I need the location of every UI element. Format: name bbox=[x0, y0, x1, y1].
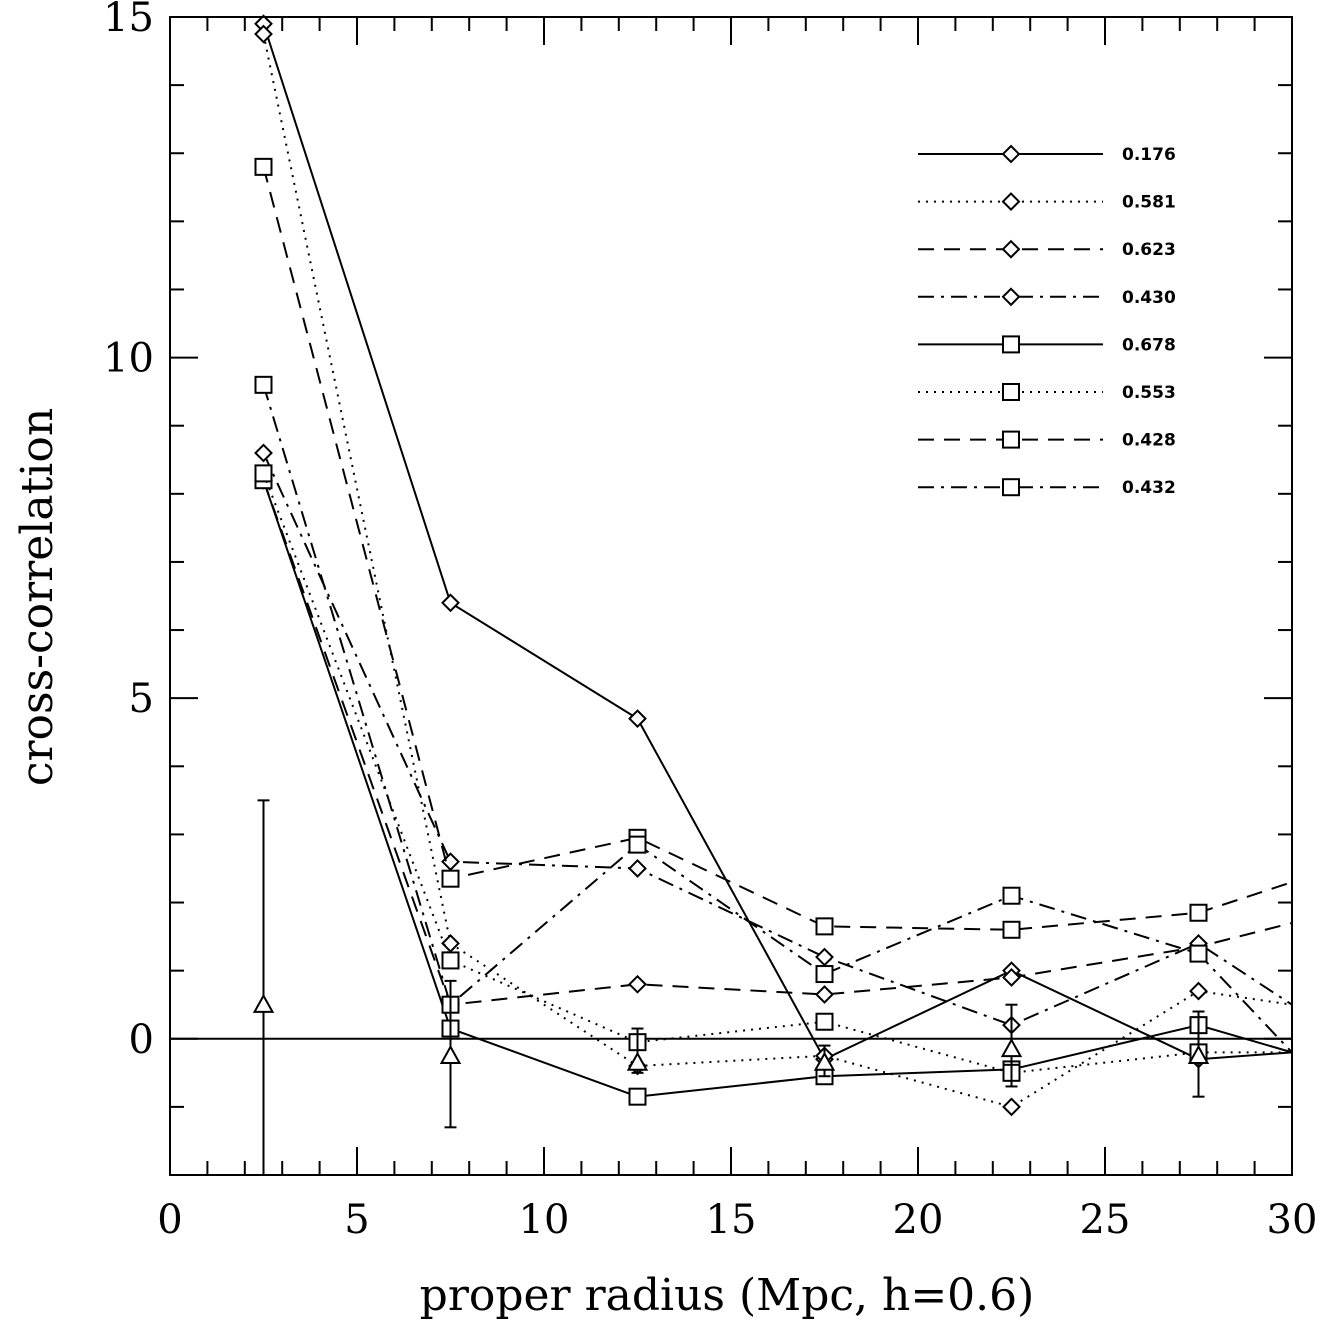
legend-entry: 0.623 bbox=[918, 239, 1176, 260]
data-point bbox=[254, 157, 273, 176]
mean-point bbox=[1000, 1037, 1023, 1058]
data-point bbox=[1002, 968, 1021, 987]
data-point bbox=[628, 859, 647, 878]
legend-marker bbox=[1001, 239, 1021, 259]
data-point bbox=[628, 1087, 647, 1106]
legend-label: 0.623 bbox=[1122, 240, 1176, 260]
data-point bbox=[1002, 886, 1021, 905]
data-point bbox=[815, 1012, 834, 1031]
x-tick-label: 25 bbox=[1080, 1197, 1131, 1243]
y-axis-label: cross-correlation bbox=[12, 408, 63, 786]
x-tick-label: 30 bbox=[1267, 1197, 1318, 1243]
data-point bbox=[628, 709, 647, 729]
series-line bbox=[262, 23, 1293, 1061]
series-0.581 bbox=[254, 24, 1293, 1117]
legend-label: 0.581 bbox=[1122, 193, 1176, 213]
data-point bbox=[1189, 981, 1208, 1001]
legend-entry: 0.428 bbox=[918, 430, 1176, 451]
legend-marker bbox=[1001, 192, 1021, 212]
legend-label: 0.432 bbox=[1122, 478, 1176, 498]
plot-frame bbox=[169, 16, 1293, 1176]
series-0.678 bbox=[254, 471, 1293, 1106]
x-tick-label: 15 bbox=[706, 1197, 757, 1243]
legend-entry: 0.553 bbox=[918, 383, 1176, 403]
x-tick-label: 5 bbox=[344, 1197, 369, 1243]
data-point bbox=[628, 974, 647, 994]
legend-marker bbox=[1001, 144, 1021, 164]
series-0.553 bbox=[254, 464, 1292, 1082]
series-0.176 bbox=[254, 14, 1293, 1069]
mean-point bbox=[439, 1044, 462, 1064]
x-tick-label: 0 bbox=[157, 1197, 182, 1243]
data-point bbox=[1189, 944, 1208, 963]
data-point bbox=[254, 443, 273, 463]
legend-marker bbox=[1002, 430, 1020, 449]
legend: 0.176 0.581 0.623 0.430 0.678 0.553 0.428 0.432 bbox=[918, 144, 1176, 498]
y-tick-label: 10 bbox=[103, 336, 154, 382]
x-tick-label: 10 bbox=[519, 1197, 570, 1243]
data-point bbox=[1002, 920, 1021, 939]
legend-label: 0.553 bbox=[1122, 383, 1176, 403]
y-tick-label: 15 bbox=[103, 0, 154, 41]
series-0.430 bbox=[254, 443, 1293, 1035]
data-point bbox=[254, 464, 273, 483]
legend-label: 0.176 bbox=[1122, 145, 1176, 165]
legend-entry: 0.176 bbox=[918, 144, 1176, 165]
series-line bbox=[262, 166, 1293, 931]
legend-marker bbox=[1001, 287, 1021, 307]
legend-entry: 0.581 bbox=[918, 192, 1176, 213]
legend-label: 0.430 bbox=[1122, 288, 1176, 308]
data-point bbox=[441, 933, 460, 953]
series-0.432 bbox=[254, 375, 1293, 1054]
legend-entry: 0.432 bbox=[918, 478, 1176, 498]
mean-point bbox=[626, 1051, 649, 1071]
series-0.623 bbox=[254, 470, 1293, 1015]
series-layer bbox=[254, 14, 1293, 1117]
series-line bbox=[262, 452, 1293, 1027]
data-point bbox=[254, 24, 273, 44]
ticks-layer: 0 5 10 15 20 25 30 0 5 10 15 bbox=[103, 0, 1317, 1243]
mean-point bbox=[1187, 1044, 1210, 1064]
series-line bbox=[262, 479, 1293, 1006]
data-point bbox=[815, 917, 834, 936]
data-point bbox=[254, 375, 273, 394]
x-axis-label: proper radius (Mpc, h=0.6) bbox=[420, 1270, 1035, 1321]
legend-marker bbox=[1002, 383, 1020, 401]
legend-label: 0.678 bbox=[1122, 335, 1176, 355]
data-point bbox=[815, 985, 834, 1004]
data-point bbox=[628, 835, 647, 854]
error-bars-layer bbox=[252, 799, 1210, 1175]
y-tick-label: 0 bbox=[129, 1017, 154, 1063]
legend-marker bbox=[1002, 478, 1020, 497]
data-point bbox=[815, 965, 834, 984]
data-point bbox=[441, 869, 460, 888]
legend-marker bbox=[1002, 335, 1020, 354]
mean-point bbox=[252, 993, 275, 1013]
data-point bbox=[1002, 1097, 1021, 1117]
x-tick-label: 20 bbox=[893, 1197, 944, 1243]
data-point bbox=[441, 593, 460, 613]
data-point bbox=[815, 947, 834, 967]
data-point bbox=[1189, 903, 1208, 922]
legend-entry: 0.430 bbox=[918, 287, 1176, 308]
data-point bbox=[441, 951, 460, 970]
legend-entry: 0.678 bbox=[918, 335, 1176, 355]
series-0.428 bbox=[254, 157, 1293, 939]
mean-point bbox=[813, 1051, 836, 1071]
legend-label: 0.428 bbox=[1122, 431, 1176, 451]
y-tick-label: 5 bbox=[129, 676, 154, 722]
series-line bbox=[262, 473, 1292, 1074]
